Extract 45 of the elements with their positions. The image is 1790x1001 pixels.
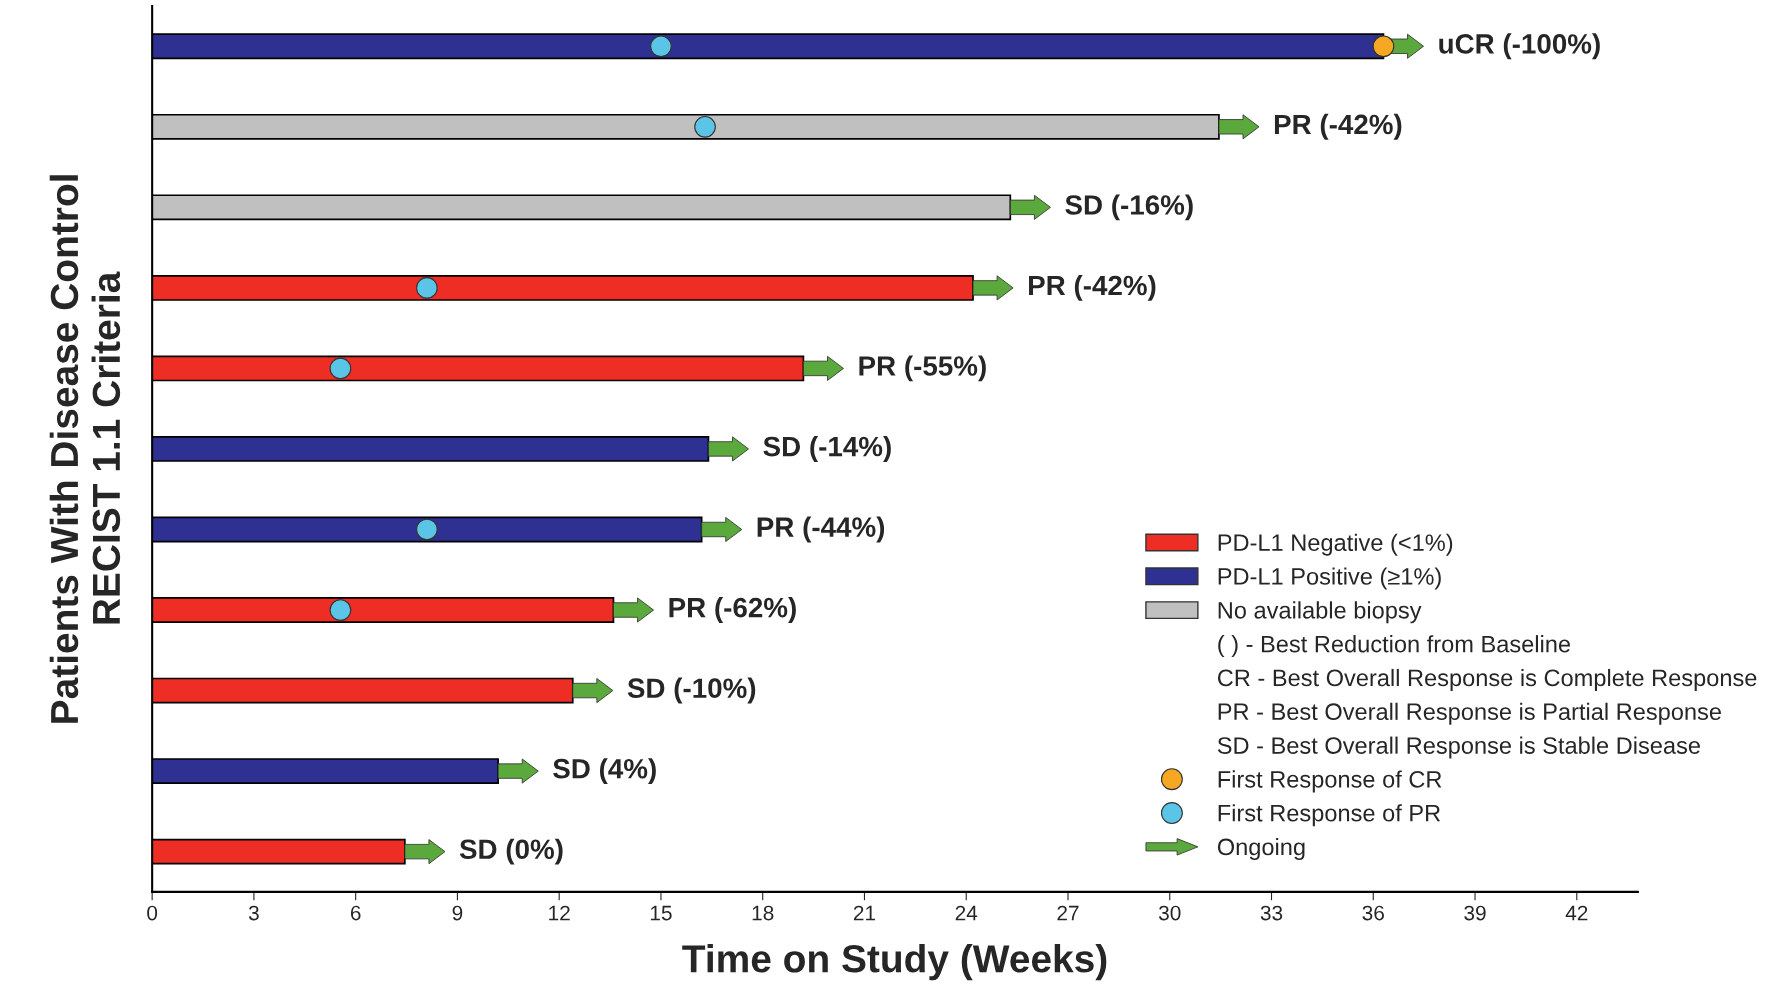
annotation: PR (-42%) — [1274, 113, 1402, 140]
legend-label: PD-L1 Negative (<1%) — [1218, 533, 1453, 556]
annotation: SD (0%) — [459, 838, 563, 865]
annotation: PR (-42%) — [1029, 274, 1156, 301]
x-tick-label: 33 — [1260, 905, 1283, 921]
x-tick-label: 15 — [650, 905, 672, 921]
point — [1372, 35, 1395, 58]
x-tick-label: 18 — [752, 905, 774, 921]
x-tick-label: 30 — [1158, 905, 1181, 921]
annotation: PR (-62%) — [669, 597, 796, 623]
x-tick-label: 0 — [147, 905, 158, 921]
x-tick-label: 24 — [955, 905, 978, 921]
annotation: SD (-16%) — [1065, 194, 1193, 221]
annotation: SD (4%) — [553, 758, 656, 785]
annotation: ( ) - Best Reduction from Baseline — [1218, 635, 1571, 658]
legend-label: First Response of CR — [1218, 770, 1442, 793]
point — [329, 599, 352, 621]
annotation: uCR (-100%) — [1439, 33, 1600, 60]
x-tick-label: 21 — [853, 905, 876, 921]
legend-label: No available biopsy — [1218, 601, 1422, 624]
legend-label: PD-L1 Positive (≥1%) — [1218, 567, 1441, 590]
x-tick-label: 6 — [350, 905, 361, 921]
annotation: CR - Best Overall Response is Complete Response — [1217, 668, 1757, 691]
point — [329, 357, 352, 380]
point — [650, 35, 672, 58]
annotation: Ongoing — [1217, 838, 1305, 861]
annotation: SD (-10%) — [627, 677, 756, 704]
x-tick-label: 39 — [1464, 905, 1486, 921]
annotation: PR (-44%) — [757, 516, 885, 543]
x-tick-label: 27 — [1057, 905, 1079, 921]
x-axis-title: Time on Study (Weeks) — [682, 943, 1107, 981]
annotation: SD (-14%) — [763, 436, 891, 462]
point — [416, 277, 438, 299]
legend-label: First Response of PR — [1218, 804, 1441, 827]
point — [416, 518, 438, 541]
x-tick-label: 3 — [248, 905, 259, 921]
x-tick-label: 9 — [452, 905, 463, 921]
x-tick-label: 36 — [1362, 905, 1384, 921]
x-tick-label: 42 — [1565, 905, 1588, 921]
x-tick-label: 12 — [549, 905, 570, 921]
annotation: SD - Best Overall Response is Stable Disease — [1217, 736, 1700, 759]
y-axis-title: Patients With Disease Control RECIST 1.1 Criteria — [49, 175, 121, 723]
annotation: PR - Best Overall Response is Partial Response — [1218, 702, 1721, 725]
annotation: PR (-55%) — [859, 355, 986, 382]
point — [694, 115, 716, 138]
